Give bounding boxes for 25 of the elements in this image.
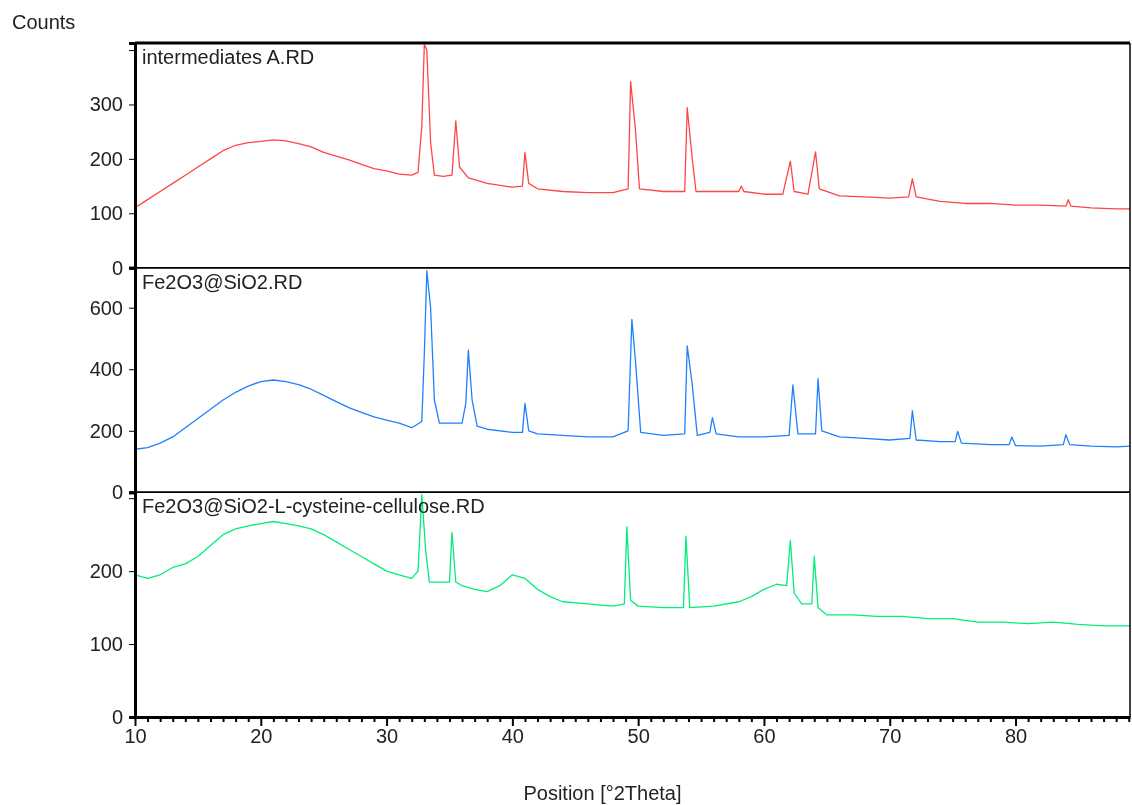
x-tick-label: 60	[753, 725, 776, 748]
x-tick-label: 70	[879, 725, 902, 748]
x-tick-label: 20	[250, 725, 273, 748]
y-tick-label: 0	[111, 481, 123, 504]
line-series	[135, 270, 1130, 450]
x-axis-title: Position [°2Theta]	[523, 782, 682, 804]
chart-title: Fe2O3@SiO2.RD	[142, 270, 303, 293]
y-tick-label: 600	[89, 296, 123, 319]
line-series	[135, 43, 1130, 210]
y-axis-title: Counts	[12, 11, 76, 33]
y-tick-label: 200	[89, 419, 123, 442]
x-tick-label: 30	[375, 725, 399, 748]
x-tick-label: 10	[124, 725, 147, 748]
x-tick-label: 80	[1004, 725, 1028, 748]
y-tick-label: 0	[111, 705, 123, 728]
y-tick-label: 400	[89, 358, 123, 381]
y-tick-label: 200	[89, 147, 123, 170]
y-tick-label: 100	[89, 202, 123, 225]
y-tick-label: 0	[111, 256, 123, 279]
x-tick-label: 50	[627, 725, 650, 748]
chart-title: intermediates A.RD	[142, 46, 315, 68]
y-tick-label: 200	[89, 560, 123, 583]
y-tick-label: 300	[89, 93, 123, 116]
y-tick-label: 100	[89, 632, 123, 655]
x-tick-label: 40	[501, 725, 524, 748]
